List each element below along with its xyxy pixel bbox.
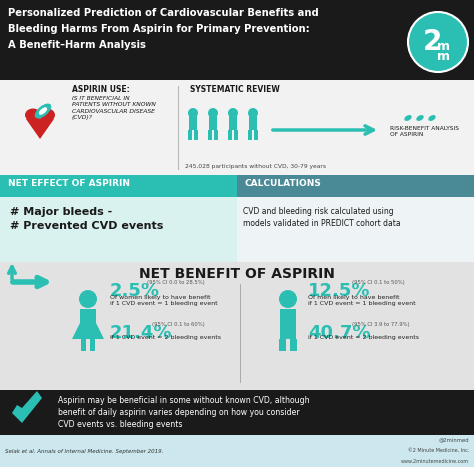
FancyBboxPatch shape <box>280 309 296 339</box>
FancyBboxPatch shape <box>0 80 474 175</box>
FancyBboxPatch shape <box>189 114 197 130</box>
Text: Bleeding Harms From Aspirin for Primary Prevention:: Bleeding Harms From Aspirin for Primary … <box>8 24 310 34</box>
Text: NET BENEFIT OF ASPIRIN: NET BENEFIT OF ASPIRIN <box>139 267 335 281</box>
Text: 2.5%: 2.5% <box>110 282 160 300</box>
Text: A Benefit–Harm Analysis: A Benefit–Harm Analysis <box>8 40 146 50</box>
FancyBboxPatch shape <box>0 197 237 262</box>
Text: if 1 CVD event = 2 bleeding events: if 1 CVD event = 2 bleeding events <box>308 335 419 340</box>
Text: (95% CI 0.1 to 50%): (95% CI 0.1 to 50%) <box>352 280 405 285</box>
FancyBboxPatch shape <box>0 0 474 80</box>
Text: @2minmed: @2minmed <box>438 437 469 442</box>
FancyBboxPatch shape <box>0 390 474 435</box>
FancyBboxPatch shape <box>208 130 212 140</box>
Text: CALCULATIONS: CALCULATIONS <box>245 179 322 188</box>
FancyBboxPatch shape <box>209 114 217 130</box>
Text: 21.4%: 21.4% <box>110 324 173 342</box>
Ellipse shape <box>35 104 51 119</box>
Text: 40.7%: 40.7% <box>308 324 371 342</box>
FancyBboxPatch shape <box>228 130 232 140</box>
Text: Personalized Prediction of Cardiovascular Benefits and: Personalized Prediction of Cardiovascula… <box>8 8 319 18</box>
FancyBboxPatch shape <box>90 339 95 351</box>
Text: IS IT BENEFICIAL IN
PATIENTS WITHOUT KNOWN
CARDIOVASCULAR DISEASE
(CVD)?: IS IT BENEFICIAL IN PATIENTS WITHOUT KNO… <box>72 96 156 120</box>
FancyBboxPatch shape <box>81 339 86 351</box>
FancyBboxPatch shape <box>249 114 257 130</box>
Polygon shape <box>26 119 54 139</box>
Text: 12.5%: 12.5% <box>308 282 371 300</box>
Polygon shape <box>72 323 104 339</box>
FancyBboxPatch shape <box>214 130 218 140</box>
FancyBboxPatch shape <box>188 130 192 140</box>
FancyBboxPatch shape <box>279 339 286 351</box>
Text: m: m <box>438 40 450 53</box>
Circle shape <box>208 108 218 118</box>
Text: 2: 2 <box>422 28 442 56</box>
FancyBboxPatch shape <box>237 175 474 197</box>
Circle shape <box>188 108 198 118</box>
Ellipse shape <box>39 107 47 115</box>
Polygon shape <box>12 391 42 423</box>
FancyBboxPatch shape <box>0 175 237 197</box>
Text: SYSTEMATIC REVIEW: SYSTEMATIC REVIEW <box>190 85 280 94</box>
Text: (95% CI 3.9 to 77.9%): (95% CI 3.9 to 77.9%) <box>352 322 410 327</box>
Ellipse shape <box>39 108 55 121</box>
Text: Aspirin may be beneficial in some without known CVD, although
benefit of daily a: Aspirin may be beneficial in some withou… <box>58 396 310 429</box>
Text: (95% CI 0.0 to 28.5%): (95% CI 0.0 to 28.5%) <box>147 280 205 285</box>
Ellipse shape <box>25 108 41 121</box>
Text: Of women likely to have benefit
if 1 CVD event = 1 bleeding event: Of women likely to have benefit if 1 CVD… <box>110 295 218 306</box>
Text: CVD and bleeding risk calculated using
models validated in PREDICT cohort data: CVD and bleeding risk calculated using m… <box>243 207 401 228</box>
FancyBboxPatch shape <box>254 130 258 140</box>
FancyBboxPatch shape <box>248 130 252 140</box>
FancyBboxPatch shape <box>0 262 474 390</box>
FancyBboxPatch shape <box>290 339 297 351</box>
Polygon shape <box>80 309 96 323</box>
Text: 245,028 participants without CVD, 30-79 years: 245,028 participants without CVD, 30-79 … <box>185 164 326 169</box>
Text: if 1 CVD event = 2 bleeding events: if 1 CVD event = 2 bleeding events <box>110 335 221 340</box>
Text: # Major bleeds -
# Prevented CVD events: # Major bleeds - # Prevented CVD events <box>10 207 164 231</box>
Text: www.2minutemedicine.com: www.2minutemedicine.com <box>401 459 469 464</box>
FancyBboxPatch shape <box>237 197 474 262</box>
Ellipse shape <box>428 115 436 121</box>
Text: ASPIRIN USE:: ASPIRIN USE: <box>72 85 130 94</box>
Circle shape <box>79 290 97 308</box>
Text: ©2 Minute Medicine, Inc.: ©2 Minute Medicine, Inc. <box>408 447 469 453</box>
FancyBboxPatch shape <box>194 130 198 140</box>
FancyBboxPatch shape <box>234 130 238 140</box>
Text: Of men likely to have benefit
if 1 CVD event = 1 bleeding event: Of men likely to have benefit if 1 CVD e… <box>308 295 416 306</box>
Circle shape <box>408 12 468 72</box>
FancyBboxPatch shape <box>0 435 474 467</box>
Text: RISK-BENEFIT ANALYSIS
OF ASPIRIN: RISK-BENEFIT ANALYSIS OF ASPIRIN <box>390 126 459 137</box>
Text: NET EFFECT OF ASPIRIN: NET EFFECT OF ASPIRIN <box>8 179 130 188</box>
Ellipse shape <box>416 115 424 121</box>
FancyBboxPatch shape <box>229 114 237 130</box>
Circle shape <box>279 290 297 308</box>
Text: (95% CI 0.1 to 60%): (95% CI 0.1 to 60%) <box>152 322 205 327</box>
Text: m: m <box>438 50 450 63</box>
Text: Selak et al. Annals of Internal Medicine. September 2019.: Selak et al. Annals of Internal Medicine… <box>5 448 164 453</box>
Ellipse shape <box>404 115 412 121</box>
Circle shape <box>248 108 258 118</box>
Circle shape <box>228 108 238 118</box>
